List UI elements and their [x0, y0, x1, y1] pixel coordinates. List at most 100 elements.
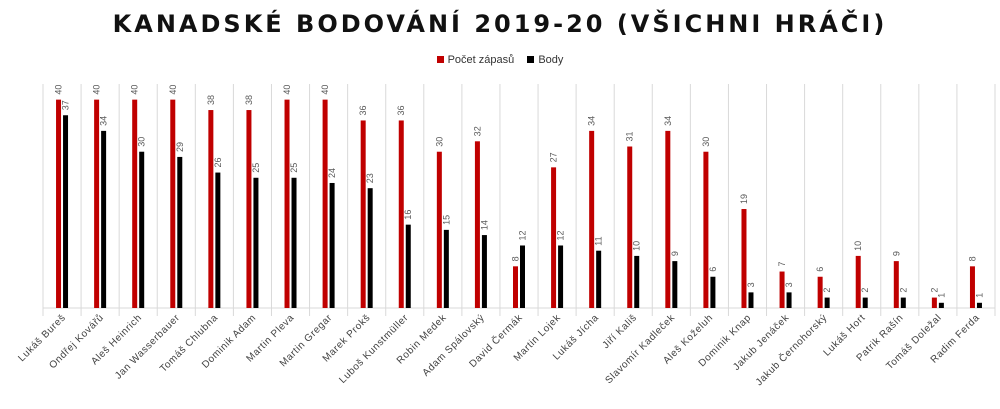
data-label-points: 3 — [784, 282, 794, 287]
data-label-points: 3 — [746, 282, 756, 287]
bar-points — [710, 276, 716, 308]
data-label-matches: 34 — [587, 116, 597, 126]
data-label-points: 14 — [479, 220, 489, 230]
bar-points — [900, 297, 906, 308]
bar-points — [748, 292, 754, 308]
data-label-points: 16 — [403, 210, 413, 220]
data-label-points: 1 — [936, 293, 946, 298]
data-label-points: 15 — [441, 215, 451, 225]
bar-matches — [703, 151, 709, 308]
legend-swatch-matches — [436, 55, 444, 63]
data-label-points: 23 — [365, 173, 375, 183]
bar-matches — [474, 141, 480, 308]
bar-matches — [360, 120, 366, 308]
data-label-matches: 19 — [739, 194, 749, 204]
bar-points — [253, 177, 259, 308]
bar-points — [291, 177, 297, 308]
legend-label-points: Body — [538, 54, 564, 67]
data-label-matches: 40 — [320, 85, 330, 95]
data-label-matches: 10 — [853, 241, 863, 251]
data-label-matches: 40 — [92, 85, 102, 95]
data-label-matches: 38 — [244, 95, 254, 105]
bar-points — [862, 297, 868, 308]
data-label-matches: 34 — [663, 116, 673, 126]
bar-points — [786, 292, 792, 308]
bar-matches — [284, 99, 290, 309]
legend-item-matches: Počet zápasů — [436, 54, 514, 66]
data-label-points: 29 — [175, 142, 185, 152]
data-label-points: 11 — [594, 236, 604, 245]
bar-matches — [56, 99, 62, 309]
bar-matches — [170, 99, 176, 309]
bar-points — [329, 182, 335, 308]
bar-matches — [779, 271, 785, 308]
bar-matches — [589, 130, 595, 308]
bar-points — [596, 250, 602, 308]
bar-points — [367, 188, 373, 308]
data-label-points: 25 — [289, 163, 299, 173]
bar-matches — [627, 146, 633, 308]
x-tick-label: Jan Wasserbauer — [113, 312, 182, 381]
data-label-matches: 8 — [967, 256, 977, 261]
legend: Počet zápasů Body — [0, 54, 1000, 66]
data-label-points: 6 — [708, 267, 718, 272]
bar-points — [558, 245, 564, 308]
bar-matches — [436, 151, 442, 308]
bar-points — [824, 297, 830, 308]
data-label-points: 2 — [822, 288, 832, 293]
bar-matches — [94, 99, 100, 309]
bar-points — [215, 172, 221, 308]
x-tick-label: Jakub Černohorský — [752, 311, 829, 388]
data-label-points: 26 — [213, 158, 223, 168]
data-label-matches: 6 — [815, 267, 825, 272]
data-label-points: 1 — [974, 293, 984, 298]
data-label-matches: 8 — [511, 256, 521, 261]
bar-matches — [551, 167, 557, 308]
chart-title: KANADSKÉ BODOVÁNÍ 2019-20 (VŠICHNI HRÁČI… — [112, 10, 888, 38]
data-label-points: 12 — [556, 230, 566, 240]
bar-points — [139, 151, 145, 308]
x-tick-label: Slavomír Kadleček — [603, 312, 677, 386]
bar-points — [634, 255, 640, 308]
bar-matches — [132, 99, 138, 309]
bar-points — [481, 235, 487, 308]
bar-matches — [893, 261, 899, 308]
data-label-points: 34 — [99, 116, 109, 126]
bar-matches — [969, 266, 975, 308]
legend-swatch-points — [527, 55, 535, 63]
x-tick-label: Jiří Kališ — [601, 312, 640, 351]
data-label-points: 10 — [632, 241, 642, 251]
bar-matches — [398, 120, 404, 308]
data-label-matches: 2 — [929, 288, 939, 293]
data-label-matches: 32 — [472, 126, 482, 136]
data-label-matches: 36 — [358, 105, 368, 115]
bar-points — [405, 224, 411, 308]
data-label-matches: 7 — [777, 262, 787, 267]
bar-matches — [817, 276, 823, 308]
data-label-matches: 40 — [282, 85, 292, 95]
bar-matches — [741, 209, 747, 308]
data-label-points: 2 — [860, 288, 870, 293]
bar-matches — [513, 266, 518, 308]
legend-item-points: Body — [527, 54, 563, 66]
data-label-matches: 40 — [54, 85, 64, 95]
bar-points — [177, 156, 183, 308]
data-label-matches: 9 — [891, 251, 901, 256]
data-label-matches: 27 — [549, 152, 559, 162]
data-label-matches: 40 — [168, 85, 178, 95]
data-label-points: 2 — [898, 288, 908, 293]
bar-points — [101, 130, 107, 308]
data-label-points: 37 — [61, 100, 71, 110]
data-label-matches: 30 — [701, 137, 711, 147]
bar-matches — [208, 110, 214, 308]
bar-matches — [322, 99, 328, 309]
bar-points — [672, 261, 678, 308]
data-label-matches: 31 — [625, 131, 635, 141]
data-label-points: 12 — [518, 230, 528, 240]
data-label-points: 24 — [327, 168, 337, 178]
data-label-points: 30 — [137, 137, 147, 147]
bar-matches — [931, 297, 937, 308]
bar-points — [520, 245, 525, 308]
